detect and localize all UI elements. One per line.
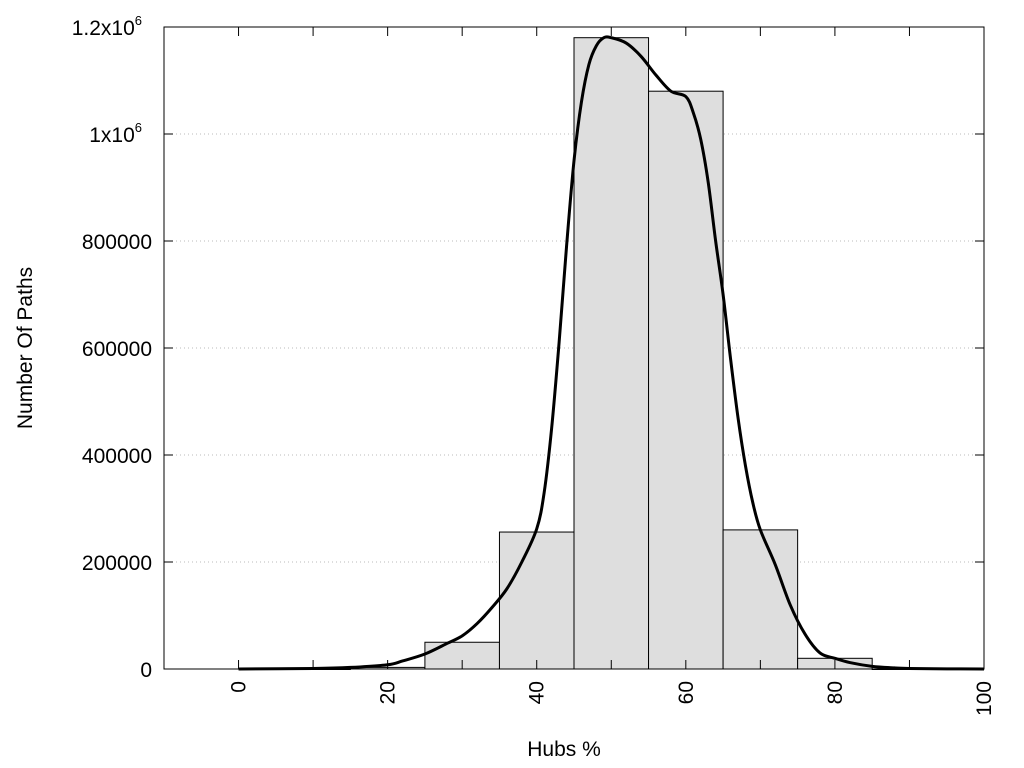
y-axis-label: Number Of Paths — [14, 267, 37, 429]
y-tick-label: 200000 — [82, 552, 152, 575]
x-tick-label: 60 — [675, 681, 698, 704]
y-tick-label: 0 — [140, 659, 152, 682]
y-tick-label: 1x106 — [89, 120, 142, 147]
x-tick-label: 0 — [228, 681, 251, 693]
bars — [275, 37, 948, 670]
y-tick-exponent: 6 — [135, 13, 142, 28]
distribution-curve — [238, 35, 985, 671]
grid-lines — [164, 133, 984, 563]
y-tick-label: 600000 — [82, 338, 152, 361]
x-tick-label: 80 — [824, 681, 847, 704]
histogram-bar — [498, 531, 575, 670]
y-tick-exponent: 6 — [135, 120, 142, 135]
x-axis-label: Hubs % — [527, 738, 601, 761]
histogram-bar — [573, 37, 650, 670]
fit-curve — [238, 35, 985, 671]
axis-ticks: 0 200000 400000 600000 800000 1x106 1.2x106 0 20… — [72, 13, 996, 716]
y-tick-label: 1.2x106 — [72, 13, 142, 40]
x-tick-label: 100 — [973, 681, 996, 716]
y-tick-label: 800000 — [82, 231, 152, 254]
x-tick-label: 40 — [526, 681, 549, 704]
y-tick-label: 400000 — [82, 445, 152, 468]
x-tick-label: 20 — [377, 681, 400, 704]
histogram-bar — [648, 90, 724, 670]
